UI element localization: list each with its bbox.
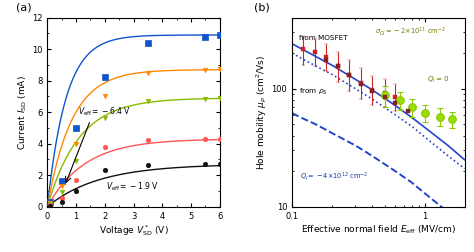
Text: $Q_i=-4{\times}10^{12}$ cm$^{-2}$: $Q_i=-4{\times}10^{12}$ cm$^{-2}$ bbox=[300, 171, 368, 183]
Text: $Q_i=0$: $Q_i=0$ bbox=[428, 75, 450, 85]
Text: (b): (b) bbox=[254, 2, 270, 12]
Text: from MOSFET: from MOSFET bbox=[299, 35, 348, 41]
Text: (a): (a) bbox=[17, 2, 32, 12]
X-axis label: Effective normal field $E_{\mathrm{eff}}$ (MV/cm): Effective normal field $E_{\mathrm{eff}}… bbox=[301, 223, 456, 236]
Text: from $\rho_S$: from $\rho_S$ bbox=[299, 87, 328, 97]
Text: $V_{\mathrm{eff}}=-6.4$ V: $V_{\mathrm{eff}}=-6.4$ V bbox=[78, 105, 130, 118]
Text: $V_{\mathrm{eff}}=-1.9$ V: $V_{\mathrm{eff}}=-1.9$ V bbox=[106, 180, 159, 193]
X-axis label: Voltage $V^*_{\mathrm{SD}}$ (V): Voltage $V^*_{\mathrm{SD}}$ (V) bbox=[99, 223, 168, 238]
Y-axis label: Current $I_{\mathrm{SD}}$ (mA): Current $I_{\mathrm{SD}}$ (mA) bbox=[17, 75, 29, 149]
Y-axis label: Hole mobility $\mu_p$ (cm$^2$/Vs): Hole mobility $\mu_p$ (cm$^2$/Vs) bbox=[254, 54, 269, 170]
Text: $\sigma_{Oi}=-2{\times}10^{11}$ cm$^{-2}$: $\sigma_{Oi}=-2{\times}10^{11}$ cm$^{-2}… bbox=[375, 25, 446, 38]
